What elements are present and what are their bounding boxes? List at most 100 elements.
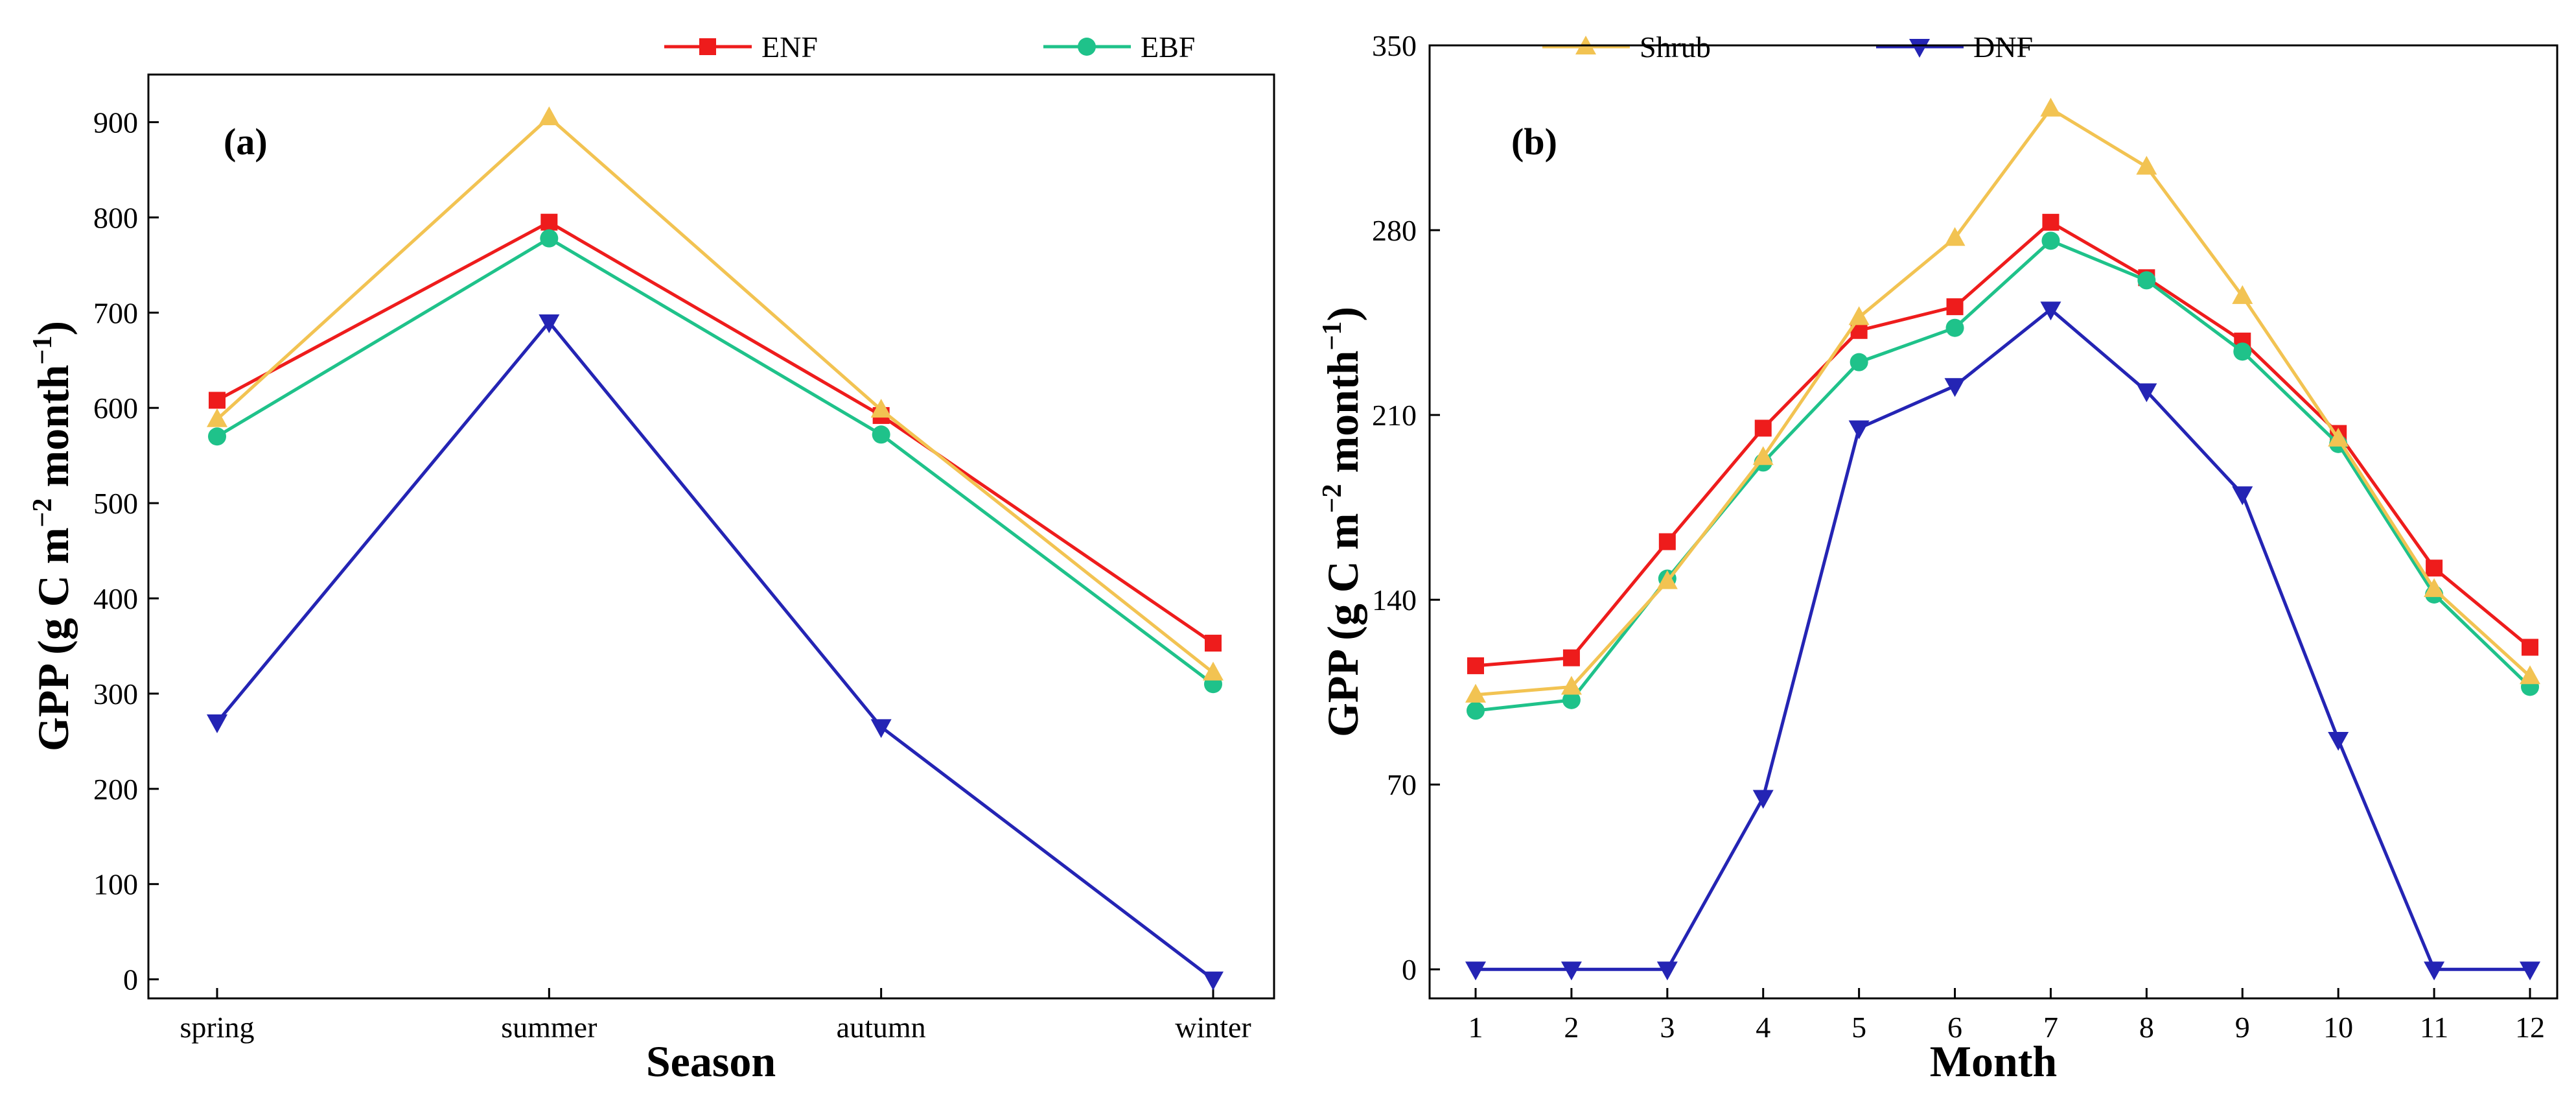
legend-item-enf: ENF: [664, 30, 818, 64]
panel-a-x-axis-title: Season: [646, 1037, 776, 1086]
legend-item-ebf: EBF: [1043, 30, 1195, 64]
panel-a-ebf-point: [872, 425, 890, 444]
panel-a-x-tick-label: summer: [501, 1011, 597, 1044]
panel-b-enf-point: [2042, 213, 2060, 231]
panel-b-y-tick-label: 280: [1372, 214, 1417, 247]
panel-b-dnf-point: [1752, 790, 1774, 809]
panel-b-shrub-point: [2424, 578, 2445, 597]
panel-b-x-tick-label: 11: [2420, 1011, 2448, 1044]
panel-b-x-tick-label: 2: [1564, 1011, 1579, 1044]
panel-b-x-ticks: 1 2 3 4 5 6 7 8 9 10 11 12: [1468, 988, 2545, 1044]
panel-b-x-tick-label: 9: [2235, 1011, 2250, 1044]
panel-b-x-tick-label: 12: [2515, 1011, 2545, 1044]
panel-a-shrub-point: [207, 408, 227, 427]
panel-a-y-tick-label: 700: [93, 296, 138, 329]
panel-b-enf-point: [1658, 533, 1676, 550]
panel-b-dnf-point: [1656, 961, 1678, 981]
panel-b-label: (b): [1511, 121, 1557, 163]
panel-b-shrub-point: [2328, 427, 2349, 447]
panel-b-shrub-point: [2136, 156, 2157, 175]
legend-item-dnf: DNF: [1876, 30, 2033, 64]
panel-b-x-tick-label: 7: [2043, 1011, 2058, 1044]
panel-b-ebf-point: [2137, 271, 2156, 290]
panel-a-y-tick-label: 100: [93, 868, 138, 901]
panel-a-y-ticks: 0 100 200 300 400 500 600 700 800 900: [93, 106, 159, 996]
panel-b-enf-point: [1946, 298, 1964, 316]
panel-a-x-tick-label: spring: [180, 1011, 255, 1044]
legend-label-enf: ENF: [761, 30, 818, 64]
panel-a-x-tick-label: autumn: [837, 1011, 926, 1044]
panel-b-dnf-point: [2136, 383, 2157, 403]
panel-a-frame: [147, 73, 1275, 1000]
panel-a-ebf-point: [540, 229, 559, 248]
legend-marker-ebf: [1078, 38, 1096, 56]
panel-b-enf-point: [2522, 639, 2538, 656]
panel-b-ebf-point: [1467, 701, 1485, 720]
panel-b-x-axis-title: Month: [1930, 1037, 2057, 1086]
panel-b-shrub-point: [1465, 683, 1486, 703]
panel-b-dnf-line: [1476, 307, 2530, 971]
panel-b-x-tick-label: 1: [1468, 1011, 1483, 1044]
panel-b-y-tick-label: 70: [1387, 768, 1417, 801]
panel-b-y-axis-title: GPP (g C m−2 month−1): [1317, 307, 1367, 737]
panel-a-y-tick-label: 500: [93, 487, 138, 520]
legend: ENF EBF Shrub DNF: [664, 30, 2033, 64]
panel-b-ebf-point: [2233, 342, 2252, 361]
legend-label-ebf: EBF: [1141, 30, 1195, 64]
panel-a-y-tick-label: 400: [93, 582, 138, 615]
panel-b-dnf-point: [2040, 301, 2061, 321]
panel-b-x-tick-label: 10: [2323, 1011, 2353, 1044]
panel-a-y-tick-label: 600: [93, 392, 138, 425]
panel-a-ebf-line: [216, 237, 1214, 686]
panel-b-frame: [1428, 44, 2559, 1000]
legend-label-dnf: DNF: [1973, 30, 2033, 64]
panel-a-dnf-point: [870, 719, 892, 738]
panel-b-shrub-point: [1656, 570, 1678, 589]
panel-b-dnf-point: [2520, 961, 2540, 981]
panel-b-dnf-point: [1848, 420, 1870, 440]
panel-b-shrub-point: [2520, 665, 2540, 685]
panel-b-ebf-point: [1945, 318, 1964, 337]
panel-a-shrub-point: [870, 399, 892, 418]
panel-a-y-tick-label: 900: [93, 106, 138, 139]
panel-b-dnf-point: [2328, 731, 2349, 751]
panel-b-ebf-point: [1850, 353, 1868, 371]
legend-marker-dnf: [1909, 39, 1930, 58]
panel-b-dnf-point: [1561, 961, 1582, 981]
legend-marker-enf: [699, 38, 716, 55]
panel-b-enf-point: [2426, 559, 2443, 577]
panel-b-x-tick-label: 4: [1756, 1011, 1770, 1044]
panel-a-dnf-point: [539, 314, 560, 333]
panel-a-enf-point: [1205, 635, 1222, 652]
panel-a-dnf-point: [207, 714, 227, 733]
panel-b-shrub-point: [2040, 97, 2061, 117]
panel-a-y-axis-title: GPP (g C m−2 month−1): [28, 321, 78, 751]
panel-a-y-tick-label: 0: [123, 963, 138, 996]
panel-b-x-tick-label: 6: [1947, 1011, 1962, 1044]
panel-b-y-tick-label: 0: [1402, 953, 1417, 986]
panel-b-enf-line: [1475, 220, 2531, 668]
panel-a-shrub-line: [216, 115, 1214, 674]
panel-a-y-tick-label: 300: [93, 677, 138, 711]
panel-b-shrub-point: [1944, 227, 1966, 246]
legend-label-shrub: Shrub: [1640, 30, 1711, 64]
panel-b-ebf-point: [2041, 231, 2060, 250]
panel-a-x-ticks: spring summer autumn winter: [180, 988, 1251, 1044]
panel-b-dnf-point: [2424, 961, 2445, 981]
panel-a-enf-line: [216, 220, 1214, 645]
panel-a-enf-point: [540, 213, 558, 231]
panel-b-y-tick-label: 210: [1372, 399, 1417, 432]
panel-b-shrub-point: [1561, 676, 1582, 695]
panel-b-dnf-point: [1465, 961, 1486, 981]
panel-b-x-tick-label: 5: [1851, 1011, 1866, 1044]
panel-b-shrub-point: [1752, 446, 1774, 465]
panel-b-y-tick-label: 140: [1372, 583, 1417, 617]
panel-a-series: [207, 106, 1224, 991]
panel-b-enf-point: [1467, 657, 1484, 674]
panel-a-enf-point: [209, 392, 226, 409]
panel-b-series: [1465, 97, 2540, 981]
panel-a-y-tick-label: 800: [93, 201, 138, 234]
legend-item-shrub: Shrub: [1542, 30, 1711, 64]
